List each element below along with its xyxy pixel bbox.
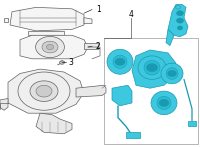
Ellipse shape bbox=[161, 63, 183, 84]
Polygon shape bbox=[8, 69, 84, 113]
Circle shape bbox=[60, 61, 64, 64]
Text: 4: 4 bbox=[129, 10, 133, 19]
Circle shape bbox=[36, 85, 52, 97]
Circle shape bbox=[115, 58, 125, 65]
Circle shape bbox=[176, 18, 184, 23]
Ellipse shape bbox=[151, 91, 177, 115]
Ellipse shape bbox=[157, 96, 171, 110]
Text: 2: 2 bbox=[96, 42, 101, 51]
Text: 3: 3 bbox=[68, 58, 73, 67]
Circle shape bbox=[42, 41, 58, 53]
Polygon shape bbox=[132, 50, 176, 88]
Ellipse shape bbox=[166, 68, 178, 79]
Circle shape bbox=[36, 36, 64, 58]
Ellipse shape bbox=[144, 60, 160, 75]
Polygon shape bbox=[76, 85, 106, 97]
Circle shape bbox=[146, 64, 158, 72]
Polygon shape bbox=[36, 113, 72, 134]
Circle shape bbox=[159, 99, 169, 107]
Polygon shape bbox=[84, 43, 98, 49]
Ellipse shape bbox=[138, 56, 166, 79]
Circle shape bbox=[46, 44, 54, 50]
Ellipse shape bbox=[113, 55, 127, 68]
Polygon shape bbox=[20, 35, 88, 59]
Polygon shape bbox=[126, 132, 140, 138]
Polygon shape bbox=[166, 29, 174, 46]
Ellipse shape bbox=[107, 49, 133, 74]
Circle shape bbox=[177, 26, 183, 30]
Polygon shape bbox=[4, 18, 8, 22]
Polygon shape bbox=[10, 7, 84, 31]
Polygon shape bbox=[28, 31, 64, 35]
Text: 1: 1 bbox=[96, 5, 101, 14]
Polygon shape bbox=[188, 121, 196, 126]
Circle shape bbox=[30, 81, 58, 101]
Polygon shape bbox=[168, 4, 188, 37]
Bar bbox=[104, 38, 198, 144]
Circle shape bbox=[176, 11, 184, 16]
Polygon shape bbox=[84, 18, 92, 24]
Circle shape bbox=[168, 70, 176, 77]
Polygon shape bbox=[112, 85, 132, 106]
Polygon shape bbox=[0, 98, 8, 110]
